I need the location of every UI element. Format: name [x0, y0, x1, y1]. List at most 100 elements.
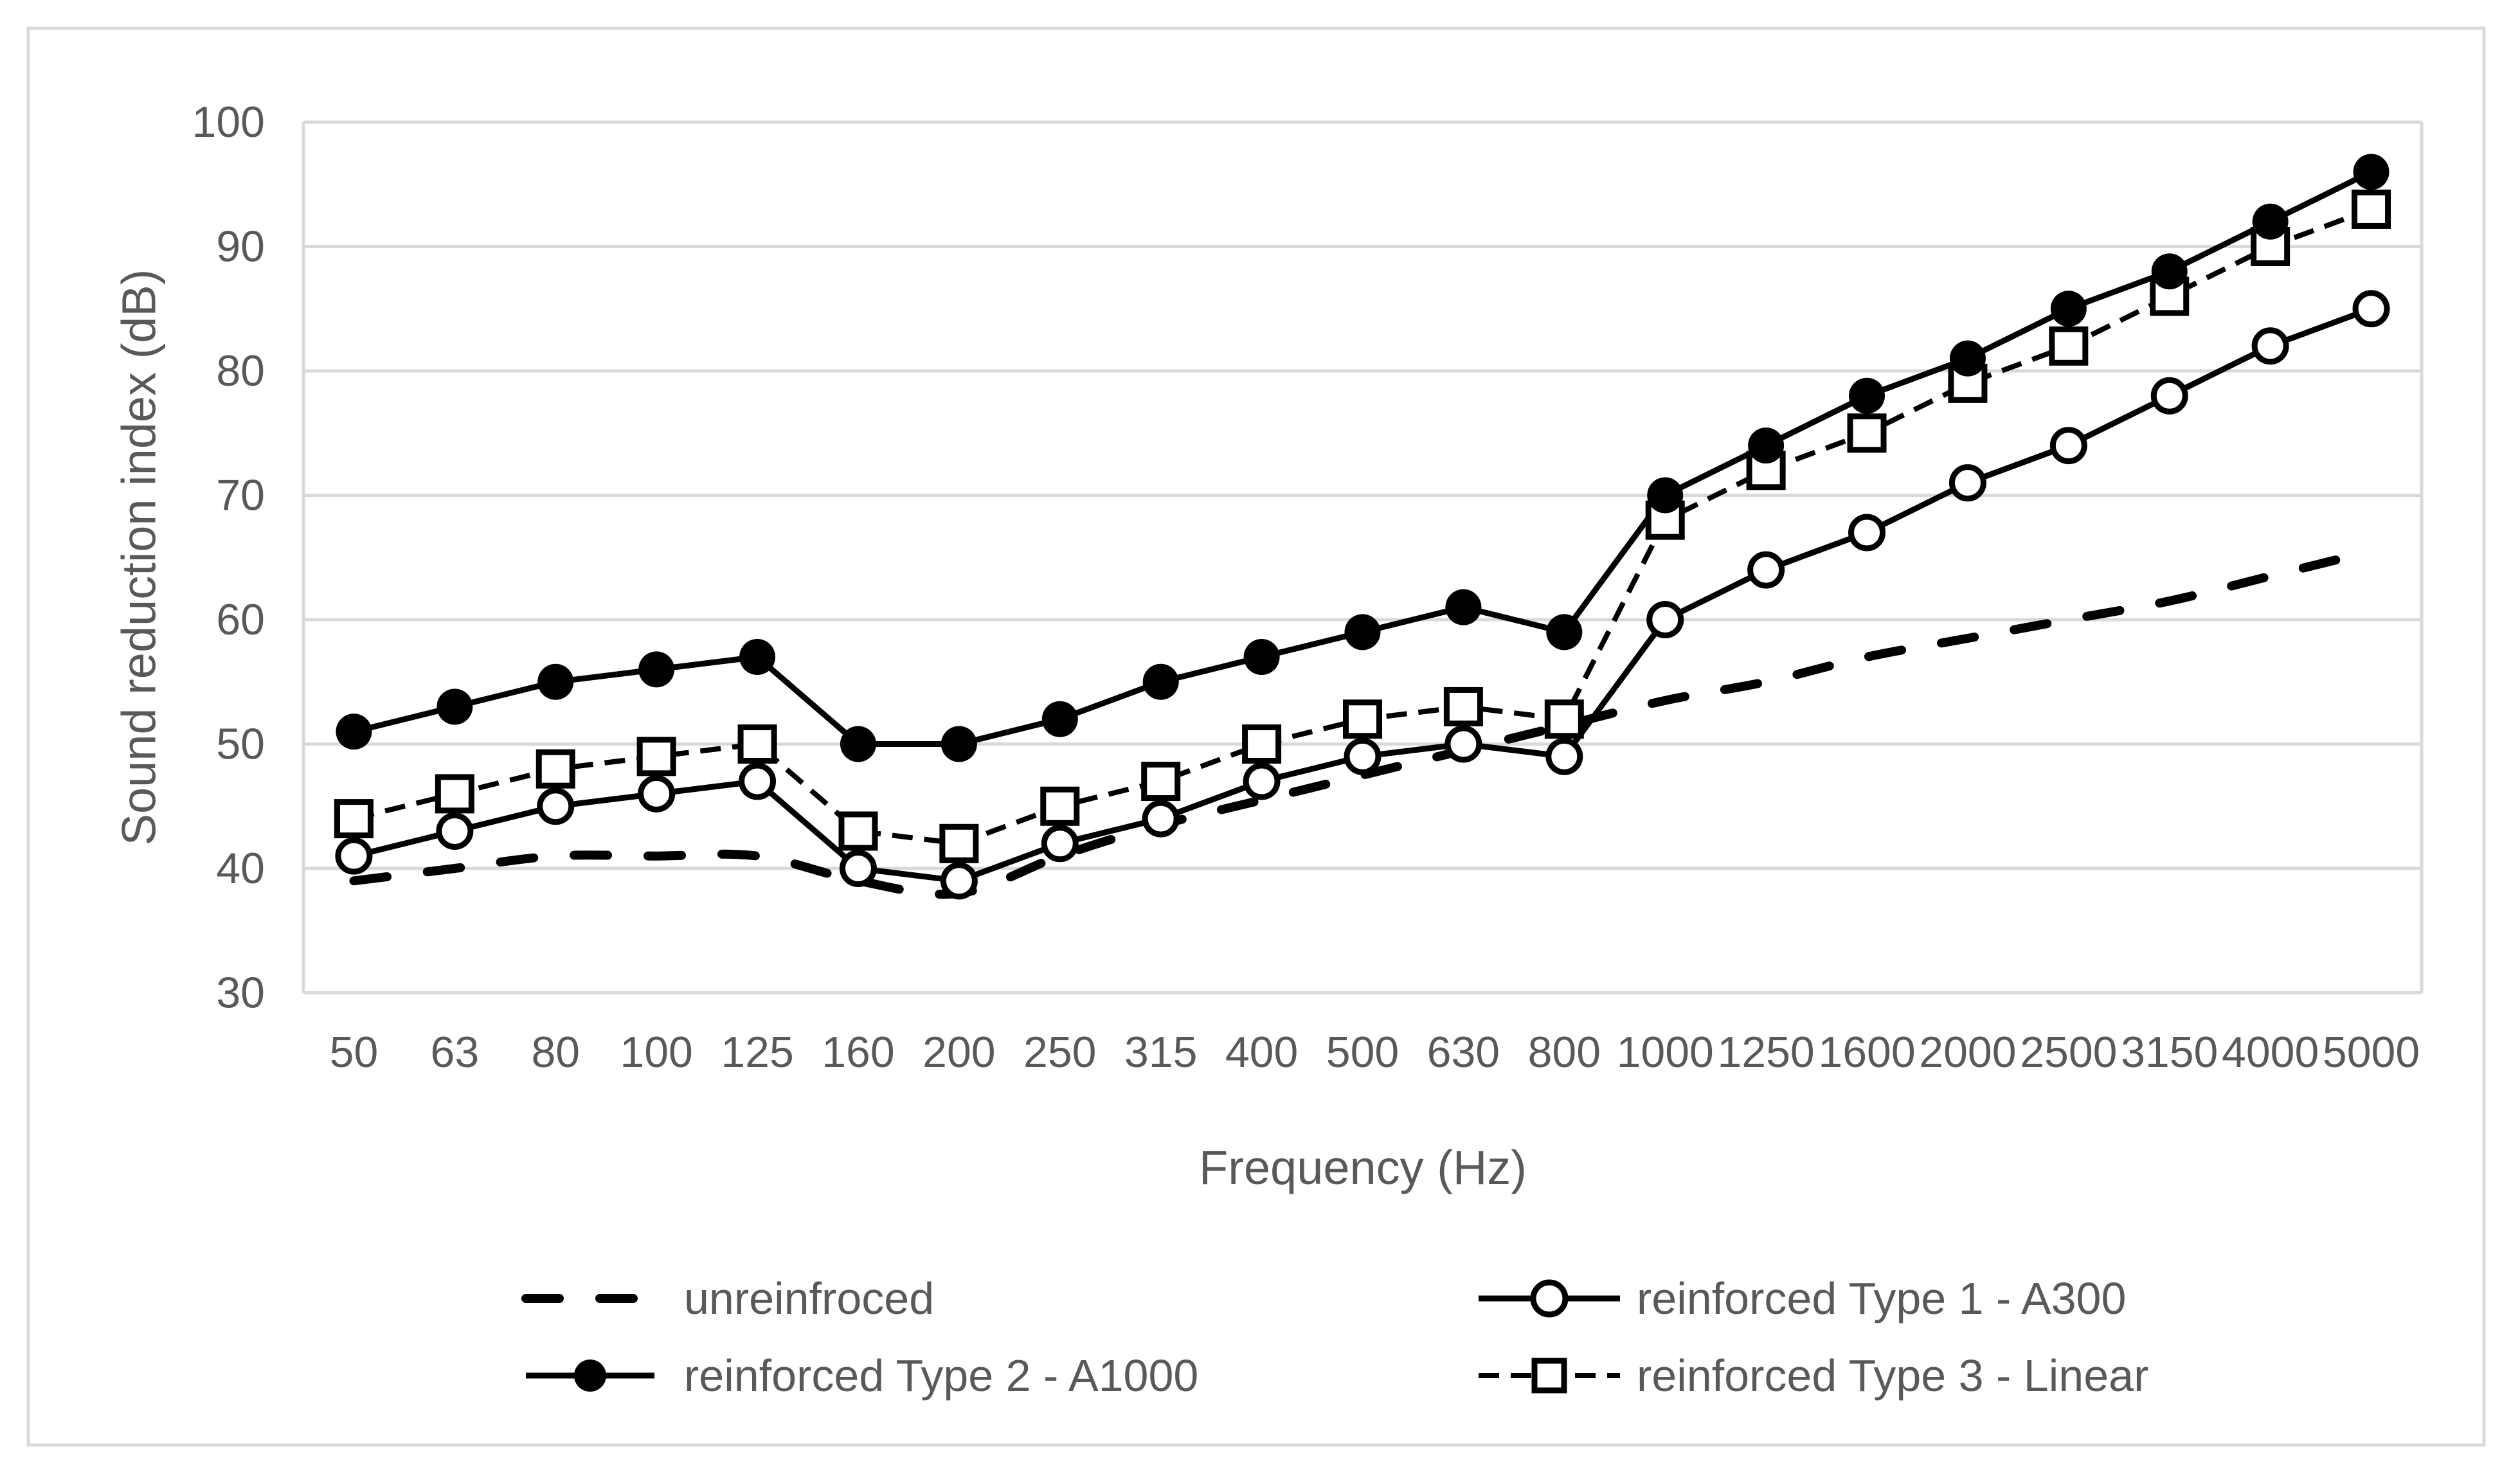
legend-label: reinforced Type 3 - Linear	[1637, 1351, 2148, 1401]
open-circle-marker	[1530, 1279, 1569, 1318]
open-circle-marker	[1142, 800, 1180, 838]
y-tick-label: 30	[216, 969, 265, 1018]
y-tick-label: 80	[216, 346, 265, 395]
legend: unreinfroced reinforced Type 1 - A300 rein…	[521, 1273, 2148, 1401]
open-circle-marker	[1646, 601, 1684, 638]
x-tick-label: 315	[1124, 1028, 1197, 1077]
filled-circle-marker	[2050, 291, 2087, 327]
y-tick-label: 60	[216, 595, 265, 644]
open-circle-marker	[1545, 737, 1583, 775]
legend-label: unreinfroced	[684, 1273, 934, 1324]
filled-circle-marker	[1748, 427, 1785, 464]
x-tick-label: 630	[1427, 1028, 1500, 1077]
open-circle-marker	[1747, 551, 1785, 589]
series-line-unreinfroced	[349, 546, 2376, 899]
filled-circle-marker	[941, 726, 977, 762]
open-square-marker	[1443, 687, 1483, 726]
filled-circle-marker	[2151, 253, 2188, 290]
legend-item-reinforced-type-2-a1000[interactable]: reinforced Type 2 - A1000	[526, 1351, 1198, 1401]
x-tick-label: 4000	[2222, 1028, 2319, 1077]
filled-circle-marker	[574, 1360, 606, 1392]
x-tick-label: 1250	[1717, 1028, 1814, 1077]
x-tick-label: 160	[822, 1028, 894, 1077]
x-tick-label: 2500	[2020, 1028, 2117, 1077]
x-tick-label: 3150	[2121, 1028, 2218, 1077]
open-square-marker	[1847, 413, 1887, 453]
x-tick-label: 800	[1528, 1028, 1601, 1077]
x-axis-title: Frequency (Hz)	[1199, 1141, 1527, 1194]
x-tick-label: 50	[330, 1028, 379, 1077]
x-tick-label: 5000	[2323, 1028, 2420, 1077]
open-circle-marker	[2049, 427, 2087, 465]
filled-circle-marker	[1949, 340, 1986, 377]
open-square-marker	[939, 823, 979, 863]
y-tick-label: 90	[216, 222, 265, 271]
filled-circle-marker	[2252, 203, 2289, 240]
y-axis-title: Sound reduction index (dB)	[113, 269, 166, 846]
y-tick-label: 40	[216, 844, 265, 893]
x-tick-label: 250	[1023, 1028, 1096, 1077]
x-axis-tick-labels: 50 63 80 100 125 160 200 250 315 400 500 630 800 1000…	[330, 1028, 2420, 1077]
open-circle-marker	[1243, 762, 1281, 800]
filled-circle-marker	[1546, 614, 1583, 651]
filled-circle-marker	[638, 651, 675, 688]
open-circle-marker	[537, 787, 575, 825]
filled-circle-marker	[2353, 154, 2390, 190]
legend-item-unreinfroced[interactable]: unreinfroced	[521, 1273, 934, 1324]
series-markers-reinforced-type-2-a1000	[336, 154, 2390, 762]
open-circle-marker	[335, 837, 373, 875]
filled-circle-marker	[739, 639, 776, 676]
filled-circle-marker	[1344, 614, 1381, 651]
filled-circle-marker	[1243, 639, 1280, 676]
open-circle-marker	[839, 850, 877, 887]
open-square-marker	[1141, 762, 1181, 802]
y-tick-label: 100	[192, 98, 265, 147]
y-tick-label: 50	[216, 720, 265, 769]
legend-item-reinforced-type-1-a300[interactable]: reinforced Type 1 - A300	[1479, 1273, 2126, 1324]
open-square-marker	[737, 724, 777, 764]
open-circle-marker	[1344, 737, 1382, 775]
open-circle-marker	[638, 775, 676, 812]
filled-circle-marker	[1445, 589, 1482, 625]
filled-circle-marker	[537, 663, 574, 700]
series-markers	[334, 154, 2391, 900]
filled-circle-marker	[336, 714, 372, 750]
open-circle-marker	[1041, 825, 1079, 863]
open-square-marker	[1544, 699, 1584, 739]
filled-circle-marker	[1849, 377, 1886, 414]
open-square-marker	[536, 749, 575, 789]
open-circle-marker	[2150, 377, 2188, 415]
open-square-marker	[2049, 326, 2089, 366]
y-tick-label: 70	[216, 471, 265, 520]
open-circle-marker	[1444, 725, 1482, 763]
open-circle-marker	[1949, 464, 1986, 502]
x-tick-label: 2000	[1919, 1028, 2016, 1077]
open-circle-marker	[2352, 290, 2390, 328]
open-square-marker	[1040, 786, 1080, 826]
legend-item-reinforced-type-3-linear[interactable]: reinforced Type 3 - Linear	[1479, 1351, 2148, 1401]
open-square-marker	[1343, 699, 1382, 739]
open-square-marker	[838, 811, 878, 851]
filled-circle-marker	[1041, 701, 1078, 737]
open-square-marker	[2352, 189, 2391, 229]
x-tick-label: 63	[431, 1028, 480, 1077]
open-circle-marker	[739, 762, 777, 800]
open-square-marker	[435, 774, 474, 814]
x-tick-label: 200	[923, 1028, 995, 1077]
x-tick-label: 1000	[1617, 1028, 1714, 1077]
open-circle-marker	[940, 862, 978, 900]
open-square-marker	[1531, 1358, 1567, 1394]
filled-circle-marker	[437, 688, 473, 725]
series-markers-reinforced-type-1-a300	[335, 290, 2390, 900]
open-square-marker	[636, 737, 676, 776]
filled-circle-marker	[1647, 477, 1684, 514]
filled-circle-marker	[840, 726, 876, 762]
x-tick-label: 125	[721, 1028, 793, 1077]
open-circle-marker	[2251, 327, 2289, 365]
y-axis-tick-labels: 100 90 80 70 60 50 40 30	[192, 98, 265, 1018]
x-tick-label: 100	[620, 1028, 692, 1077]
x-tick-label: 500	[1326, 1028, 1399, 1077]
open-circle-marker	[1848, 514, 1886, 552]
x-tick-label: 400	[1225, 1028, 1298, 1077]
